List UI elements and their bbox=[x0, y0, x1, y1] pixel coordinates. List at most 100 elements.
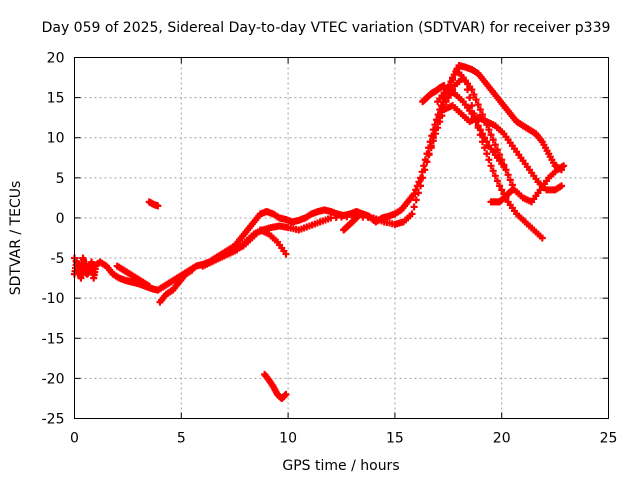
data-point bbox=[485, 156, 493, 164]
data-point bbox=[417, 182, 425, 190]
data-point bbox=[472, 96, 480, 104]
data-point bbox=[444, 94, 452, 102]
plot-frame bbox=[74, 57, 609, 419]
data-point bbox=[425, 151, 433, 159]
grid bbox=[74, 57, 609, 419]
x-tick-label: 25 bbox=[600, 431, 618, 447]
data-point bbox=[442, 98, 450, 106]
data-point bbox=[483, 150, 491, 158]
data-point bbox=[145, 282, 153, 290]
data-point bbox=[446, 81, 454, 89]
data-point bbox=[502, 166, 510, 174]
data-point bbox=[560, 162, 568, 170]
x-tick-label: 5 bbox=[177, 431, 186, 447]
y-tick-label: -15 bbox=[42, 331, 65, 347]
data-point bbox=[498, 186, 506, 194]
data-point bbox=[487, 131, 495, 139]
y-tick-label: 0 bbox=[56, 211, 65, 227]
data-point bbox=[487, 162, 495, 170]
data-point bbox=[423, 158, 431, 166]
data-point bbox=[466, 94, 474, 102]
data-point bbox=[282, 250, 290, 258]
data-point bbox=[558, 182, 566, 190]
series-arc-n bbox=[156, 266, 196, 306]
data-point bbox=[468, 102, 476, 110]
x-axis-label: GPS time / hours bbox=[282, 458, 399, 474]
series-arc-h bbox=[487, 186, 516, 206]
data-point bbox=[408, 210, 416, 218]
data-point bbox=[282, 390, 290, 398]
series-arc-f bbox=[231, 226, 290, 258]
data-point bbox=[491, 172, 499, 180]
data-point bbox=[493, 146, 501, 154]
data-point bbox=[188, 266, 196, 274]
data-point bbox=[483, 138, 491, 146]
data-point bbox=[434, 124, 442, 132]
y-tick-label: -20 bbox=[42, 371, 65, 387]
data-point bbox=[474, 122, 482, 130]
series-arc-b bbox=[199, 74, 568, 270]
data-point bbox=[429, 137, 437, 145]
data-point bbox=[414, 189, 422, 197]
data-point bbox=[538, 234, 546, 242]
y-tick-label: -5 bbox=[51, 251, 65, 267]
data-point bbox=[474, 101, 482, 109]
series-arc-c bbox=[423, 102, 566, 194]
series-arc-g bbox=[419, 82, 448, 106]
data-point bbox=[508, 186, 516, 194]
data-point bbox=[438, 112, 446, 120]
axis-ticks: 0 5 10 15 20 25 -25 -20 -15 -10 -5 0 5 10 15 20 bbox=[42, 51, 618, 447]
data-point bbox=[489, 167, 497, 175]
data-point bbox=[496, 182, 504, 190]
data-point bbox=[92, 262, 100, 270]
data-point bbox=[489, 136, 497, 144]
chart-title: Day 059 of 2025, Sidereal Day-to-day VTE… bbox=[42, 20, 611, 36]
y-tick-label: 15 bbox=[47, 91, 65, 107]
data-point bbox=[154, 202, 162, 210]
x-tick-label: 10 bbox=[279, 431, 297, 447]
data-point bbox=[470, 114, 478, 122]
data-point bbox=[451, 71, 459, 79]
data-point bbox=[436, 118, 444, 126]
data-point bbox=[440, 82, 448, 90]
data-point bbox=[481, 144, 489, 152]
data-point bbox=[412, 196, 420, 204]
data-point bbox=[449, 76, 457, 84]
y-tick-label: -25 bbox=[42, 412, 65, 428]
data-point bbox=[478, 130, 486, 138]
data-point bbox=[485, 126, 493, 134]
y-tick-label: -10 bbox=[42, 291, 65, 307]
data-point bbox=[464, 86, 472, 94]
data-point bbox=[493, 177, 501, 185]
data-point bbox=[410, 203, 418, 211]
data-points bbox=[71, 62, 568, 402]
series-arc-k bbox=[261, 370, 290, 402]
x-tick-label: 15 bbox=[386, 431, 404, 447]
y-tick-label: 20 bbox=[47, 51, 65, 67]
data-point bbox=[481, 134, 489, 142]
data-point bbox=[506, 176, 514, 184]
y-tick-label: 10 bbox=[47, 131, 65, 147]
data-point bbox=[352, 214, 360, 222]
series-arc-i bbox=[340, 214, 360, 234]
series-arc-e bbox=[434, 86, 510, 174]
data-point bbox=[476, 126, 484, 134]
data-point bbox=[468, 110, 476, 118]
data-point bbox=[491, 141, 499, 149]
data-point bbox=[504, 171, 512, 179]
x-tick-label: 0 bbox=[70, 431, 79, 447]
data-point bbox=[431, 130, 439, 138]
data-point bbox=[472, 118, 480, 126]
x-tick-label: 20 bbox=[493, 431, 511, 447]
data-point bbox=[470, 91, 478, 99]
y-tick-label: 5 bbox=[56, 171, 65, 187]
data-point bbox=[419, 174, 427, 182]
series-arc-j bbox=[145, 198, 162, 210]
data-point bbox=[421, 166, 429, 174]
data-point bbox=[415, 178, 423, 186]
y-axis-label: SDTVAR / TECUs bbox=[8, 181, 24, 296]
data-point bbox=[476, 106, 484, 114]
data-point bbox=[427, 144, 435, 152]
series-arc-m bbox=[113, 262, 153, 290]
